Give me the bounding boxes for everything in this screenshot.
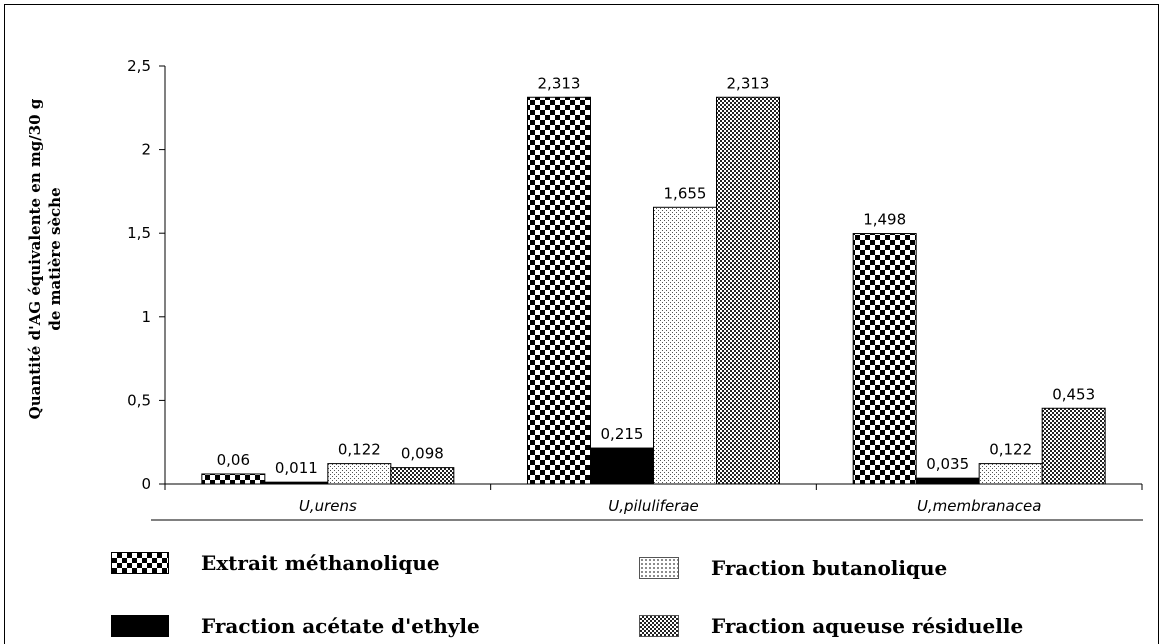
x-tick-label: U,membranacea xyxy=(917,497,1041,515)
bar xyxy=(1041,407,1106,485)
legend-item: Fraction acétate d'ethyle xyxy=(111,614,480,638)
data-label: 0,215 xyxy=(601,425,644,443)
y-axis-title-line-2: de matière sèche xyxy=(46,187,64,330)
bar xyxy=(390,467,455,485)
y-tick-label: 2 xyxy=(141,141,151,159)
legend-label: Extrait méthanolique xyxy=(201,551,440,575)
x-tick-label: U,urens xyxy=(299,497,357,515)
legend-label: Fraction aqueuse résiduelle xyxy=(711,614,1024,638)
data-label: 0,011 xyxy=(275,459,318,477)
legend-swatch xyxy=(111,615,169,637)
x-tick-label: U,piluliferae xyxy=(608,497,699,515)
legend-item: Fraction butanolique xyxy=(639,556,947,580)
y-tick-label: 1 xyxy=(141,308,151,326)
bar xyxy=(978,463,1043,485)
bar xyxy=(915,477,980,485)
data-label: 0,035 xyxy=(926,455,969,473)
legend-label: Fraction butanolique xyxy=(711,556,948,580)
bar xyxy=(201,473,266,485)
bar xyxy=(716,96,780,485)
data-label: 0,453 xyxy=(1052,385,1095,403)
data-label: 1,655 xyxy=(664,184,707,202)
legend-item: Extrait méthanolique xyxy=(111,551,440,575)
y-axis: 0 0,5 1 1,5 2 2,5 xyxy=(127,57,166,493)
bar xyxy=(852,233,917,485)
bar xyxy=(590,447,654,485)
data-label: 0,098 xyxy=(401,445,444,463)
data-labels-group: 0,06 0,011 0,122 0,098 2,313 0,215 1,655 2,313 1… xyxy=(217,74,1096,477)
legend-item: Fraction aqueuse résiduelle xyxy=(639,614,1023,638)
y-axis-title: Quantité d'AG équivalente en mg/30 g de … xyxy=(26,98,64,419)
y-tick-label: 0 xyxy=(141,475,151,493)
legend-swatch xyxy=(639,557,679,579)
data-label: 0,122 xyxy=(338,441,381,459)
bar xyxy=(327,463,392,485)
y-tick-label: 0,5 xyxy=(127,391,151,409)
data-label: 2,313 xyxy=(727,74,770,92)
data-label: 2,313 xyxy=(538,74,581,92)
bar xyxy=(653,206,717,485)
legend-swatch xyxy=(639,615,679,637)
y-tick-label: 2,5 xyxy=(127,57,151,75)
data-label: 0,122 xyxy=(989,441,1032,459)
data-label: 0,06 xyxy=(217,451,250,469)
legend-label: Fraction acétate d'ethyle xyxy=(201,614,480,638)
y-tick-label: 1,5 xyxy=(127,224,151,242)
chart-frame xyxy=(4,4,1159,644)
x-axis: U,urens U,piluliferae U,membranacea xyxy=(164,483,1143,515)
bar xyxy=(527,96,591,485)
bars-group xyxy=(201,96,1106,485)
data-label: 1,498 xyxy=(863,211,906,229)
y-axis-title-line-1: Quantité d'AG équivalente en mg/30 g xyxy=(26,98,44,419)
legend-swatch xyxy=(111,552,169,574)
